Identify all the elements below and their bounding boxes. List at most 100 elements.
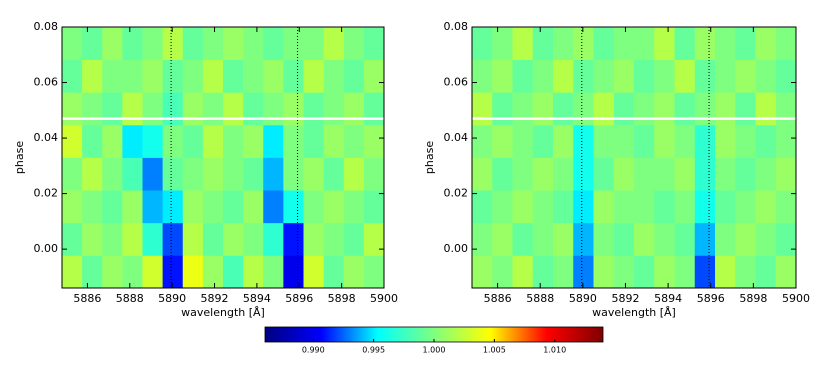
- heatmap-cell: [363, 124, 385, 158]
- heatmap-cell: [755, 92, 777, 126]
- heatmap-cell: [182, 124, 204, 158]
- heatmap-cell: [492, 92, 513, 126]
- heatmap-cell: [492, 27, 513, 61]
- heatmap-cell: [715, 255, 736, 289]
- heatmap-cell: [613, 255, 635, 289]
- heatmap-cell: [122, 124, 143, 158]
- x-tick-label: 5898: [328, 292, 356, 305]
- x-axis-label: wavelength [Å]: [592, 306, 676, 319]
- heatmap-cell: [573, 124, 594, 158]
- heatmap-cell: [654, 124, 675, 158]
- heatmap-cell: [775, 190, 797, 224]
- heatmap-cell: [694, 124, 716, 158]
- heatmap-cell: [323, 27, 345, 61]
- heatmap-cell: [363, 222, 385, 256]
- heatmap-cell: [363, 157, 385, 191]
- heatmap-cell: [162, 124, 184, 158]
- heatmap-cell: [735, 27, 756, 61]
- heatmap-cell: [573, 190, 594, 224]
- heatmap-cell: [303, 190, 325, 224]
- y-axis-label: phase: [13, 141, 26, 174]
- heatmap-cell: [573, 59, 594, 93]
- heatmap-cell: [162, 92, 184, 126]
- heatmap-cell: [162, 255, 184, 289]
- heatmap-cell: [472, 124, 493, 158]
- colorbar-tick-label: 1.005: [483, 346, 506, 355]
- heatmap-cell: [182, 255, 204, 289]
- heatmap-cell: [613, 222, 635, 256]
- heatmap-cell: [263, 92, 284, 126]
- heatmap-cell: [82, 27, 103, 61]
- heatmap-cell: [62, 190, 83, 224]
- heatmap-cell: [613, 59, 635, 93]
- heatmap-cell: [755, 222, 777, 256]
- heatmap-cell: [553, 27, 574, 61]
- heatmap-cell: [715, 59, 736, 93]
- heatmap-cell: [532, 124, 554, 158]
- heatmap-cell: [674, 157, 696, 191]
- heatmap-cell: [674, 92, 696, 126]
- heatmap-cell: [102, 157, 123, 191]
- heatmap-cell: [122, 222, 143, 256]
- x-tick-label: 5892: [201, 292, 229, 305]
- y-tick-label: 0.02: [444, 187, 469, 200]
- heatmap-cell: [532, 222, 554, 256]
- heatmap-cell: [323, 255, 345, 289]
- heatmap-cell: [202, 59, 224, 93]
- heatmap-cell: [162, 27, 184, 61]
- heatmap-cell: [634, 59, 655, 93]
- heatmap-cell: [82, 190, 103, 224]
- heatmap-cell: [323, 124, 345, 158]
- heatmap-cell: [263, 190, 284, 224]
- heatmap-cell: [654, 157, 675, 191]
- heatmap-cell: [363, 59, 385, 93]
- heatmap-cell: [472, 157, 493, 191]
- heatmap-cell: [202, 255, 224, 289]
- heatmap-cell: [323, 92, 345, 126]
- heatmap-cell: [283, 255, 304, 289]
- heatmap-cell: [82, 255, 103, 289]
- y-axis-label: phase: [423, 141, 436, 174]
- heatmap-cell: [755, 255, 777, 289]
- plot-frame: [61, 26, 385, 289]
- heatmap-cell: [593, 92, 615, 126]
- heatmap-cell: [343, 124, 365, 158]
- heatmap-cell: [532, 59, 554, 93]
- heatmap-cell: [142, 124, 164, 158]
- y-tick-label: 0.06: [444, 76, 469, 89]
- heatmap-cell: [122, 157, 143, 191]
- heatmap-cell: [573, 222, 594, 256]
- heatmap-cell: [243, 190, 264, 224]
- heatmap-cell: [62, 27, 83, 61]
- heatmap-cell: [613, 27, 635, 61]
- heatmap-cell: [613, 190, 635, 224]
- heatmap-cell: [182, 27, 204, 61]
- colorbar-tick-label: 0.990: [302, 346, 325, 355]
- heatmap-cell: [674, 27, 696, 61]
- heatmap-cell: [263, 27, 284, 61]
- heatmap-cell: [492, 124, 513, 158]
- x-tick-label: 5888: [116, 292, 144, 305]
- heatmap-cell: [593, 59, 615, 93]
- heatmap-cell: [553, 255, 574, 289]
- heatmap-cell: [735, 255, 756, 289]
- heatmap-cell: [102, 124, 123, 158]
- heatmap-cell: [654, 255, 675, 289]
- heatmap-cell: [162, 222, 184, 256]
- heatmap-cell: [472, 222, 493, 256]
- heatmap-cell: [775, 27, 797, 61]
- heatmap-cell: [512, 59, 534, 93]
- heatmap-cell: [775, 59, 797, 93]
- heatmap-cell: [755, 157, 777, 191]
- heatmap-cell: [263, 124, 284, 158]
- heatmap-cell: [694, 255, 716, 289]
- heatmap-cell: [593, 255, 615, 289]
- heatmap-cell: [243, 124, 264, 158]
- heatmap-cell: [162, 190, 184, 224]
- heatmap-cell: [613, 157, 635, 191]
- heatmap-cell: [735, 190, 756, 224]
- x-axis-label: wavelength [Å]: [181, 306, 265, 319]
- heatmap-cell: [634, 190, 655, 224]
- heatmap-cell: [122, 190, 143, 224]
